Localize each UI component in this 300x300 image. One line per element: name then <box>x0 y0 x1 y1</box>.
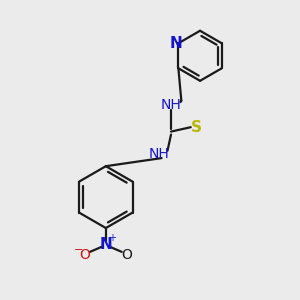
Text: +: + <box>108 233 116 243</box>
Text: O: O <box>122 248 133 262</box>
Text: N: N <box>100 237 112 252</box>
Text: O: O <box>79 248 90 262</box>
Text: NH: NH <box>148 147 169 161</box>
Text: −: − <box>74 244 83 254</box>
Text: S: S <box>190 120 202 135</box>
Text: N: N <box>170 36 182 51</box>
Text: NH: NH <box>160 98 182 112</box>
